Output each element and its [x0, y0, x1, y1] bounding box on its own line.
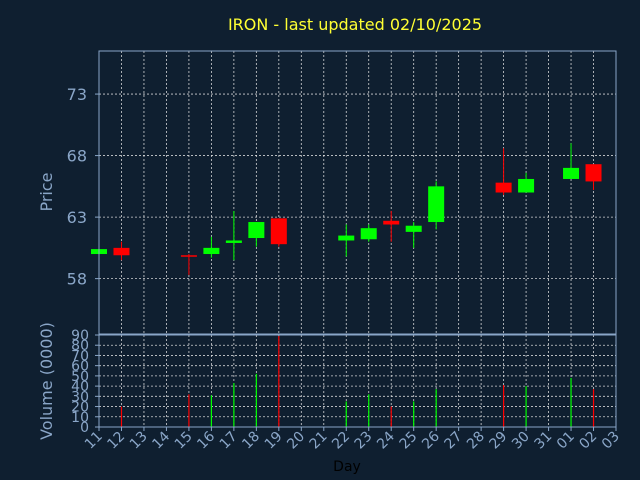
x-tick-label: 23 — [352, 429, 376, 453]
price-axis-label: Price — [37, 172, 56, 211]
x-tick-label: 19 — [262, 429, 286, 453]
axes: 5863687301020304050607080901112131415161… — [67, 50, 623, 453]
volume-tick-label: 50 — [71, 369, 89, 385]
x-tick-label: 20 — [284, 429, 308, 453]
candles — [91, 143, 602, 275]
chart-title: IRON - last updated 02/10/2025 — [228, 15, 482, 34]
volume-tick-label: 0 — [80, 420, 89, 436]
volume-tick-label: 30 — [71, 389, 89, 405]
x-tick-label: 21 — [307, 429, 331, 453]
candle-body — [180, 255, 197, 257]
volume-bars — [120, 336, 595, 427]
candle-body — [270, 218, 287, 245]
price-tick-label: 73 — [67, 85, 87, 104]
x-tick-label: 25 — [397, 429, 421, 453]
volume-axis-label: Volume (0000) — [37, 322, 56, 440]
x-tick-label: 14 — [149, 428, 173, 452]
x-tick-label: 26 — [419, 428, 443, 452]
candle-body — [360, 228, 377, 240]
x-tick-label: 16 — [194, 428, 218, 452]
candle-body — [428, 186, 445, 223]
candle-body — [405, 225, 422, 232]
candle-body — [113, 247, 130, 256]
x-tick-label: 27 — [442, 429, 466, 453]
volume-panel-frame — [98, 334, 617, 428]
x-tick-label: 15 — [172, 429, 196, 453]
price-panel-frame — [98, 50, 617, 335]
price-tick-label: 58 — [67, 270, 87, 289]
volume-tick-label: 70 — [71, 348, 89, 364]
x-tick-label: 03 — [599, 429, 623, 453]
x-tick-label: 24 — [374, 428, 398, 452]
x-tick-label: 28 — [464, 429, 488, 453]
candle-body — [338, 235, 355, 241]
volume-tick-label: 60 — [71, 359, 89, 375]
volume-tick-label: 10 — [71, 410, 89, 426]
volume-tick-label: 80 — [71, 338, 89, 354]
candle-body — [248, 222, 265, 239]
volume-tick-label: 90 — [71, 328, 89, 344]
price-tick-label: 68 — [67, 147, 87, 166]
candle-body — [563, 167, 580, 179]
x-tick-label: 12 — [104, 429, 128, 453]
x-tick-label: 30 — [509, 429, 533, 453]
candle-body — [585, 164, 602, 182]
x-tick-label: 31 — [531, 429, 555, 453]
candle-body — [383, 220, 400, 225]
x-tick-label: 18 — [239, 429, 263, 453]
x-tick-label: 13 — [127, 429, 151, 453]
x-tick-label: 22 — [329, 429, 353, 453]
candle-body — [225, 240, 242, 243]
candle-body — [518, 178, 535, 193]
candle-body — [203, 247, 220, 255]
volume-tick-label: 40 — [71, 379, 89, 395]
x-axis-label: Day — [333, 459, 361, 475]
price-tick-label: 63 — [67, 208, 87, 227]
x-tick-label: 02 — [576, 429, 600, 453]
x-tick-label: 01 — [554, 429, 578, 453]
volume-tick-label: 20 — [71, 400, 89, 416]
x-tick-label: 29 — [487, 429, 511, 453]
x-tick-label: 17 — [217, 429, 241, 453]
candle-body — [495, 182, 512, 193]
grid-lines — [98, 51, 617, 428]
